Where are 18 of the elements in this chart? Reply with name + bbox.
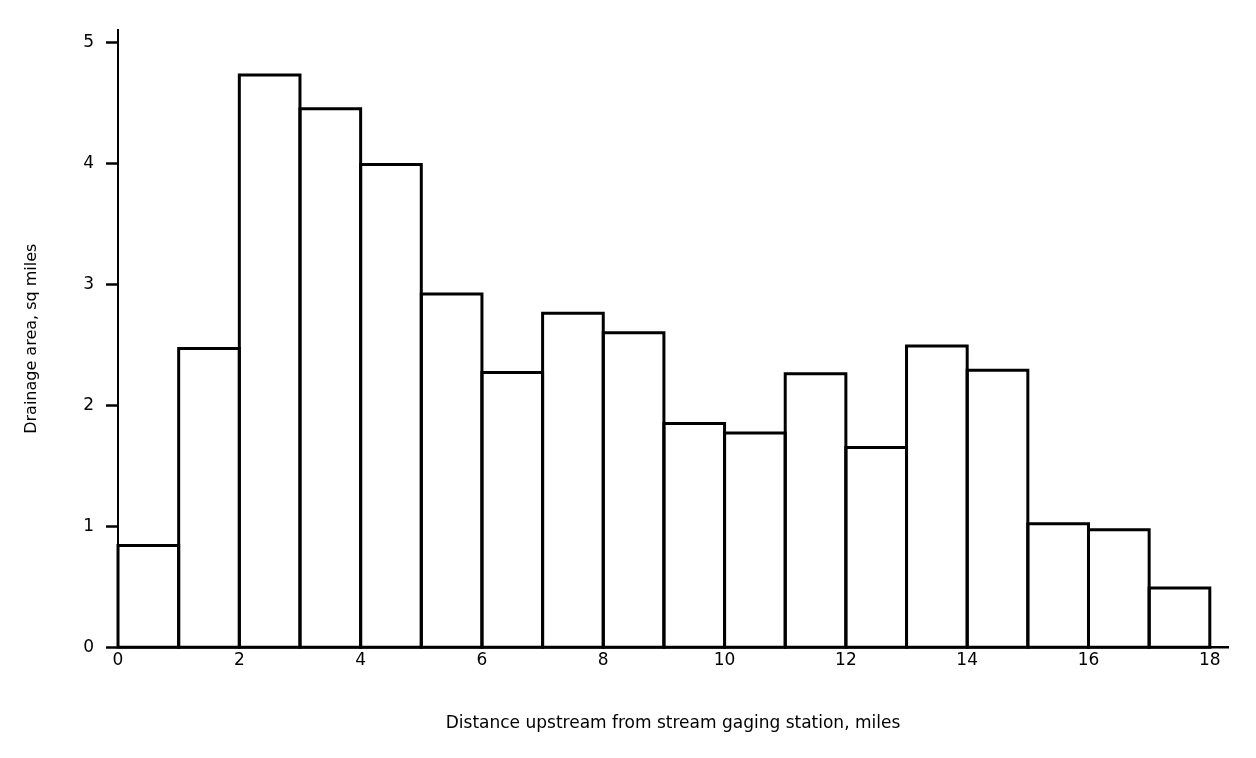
y-tick-label: 5 bbox=[83, 30, 95, 51]
x-tick-label: 12 bbox=[835, 648, 857, 669]
y-tick-label: 2 bbox=[83, 393, 95, 414]
y-tick-label: 4 bbox=[83, 151, 95, 172]
x-tick-label: 14 bbox=[956, 648, 978, 669]
y-tick-label: 0 bbox=[83, 635, 95, 656]
x-tick-label: 8 bbox=[597, 648, 609, 669]
x-tick-label: 6 bbox=[476, 648, 488, 669]
y-tick-label: 1 bbox=[83, 514, 95, 535]
x-tick-label: 2 bbox=[233, 648, 245, 669]
x-tick-label: 0 bbox=[112, 648, 124, 669]
x-tick-label: 18 bbox=[1198, 648, 1221, 669]
y-axis-title: Drainage area, sq miles bbox=[20, 243, 40, 434]
x-tick-label: 16 bbox=[1077, 648, 1100, 669]
x-tick-label: 10 bbox=[713, 648, 736, 669]
y-tick-label: 3 bbox=[83, 272, 95, 293]
x-axis-title: Distance upstream from stream gaging station, miles bbox=[445, 712, 901, 733]
x-tick-label: 4 bbox=[355, 648, 367, 669]
